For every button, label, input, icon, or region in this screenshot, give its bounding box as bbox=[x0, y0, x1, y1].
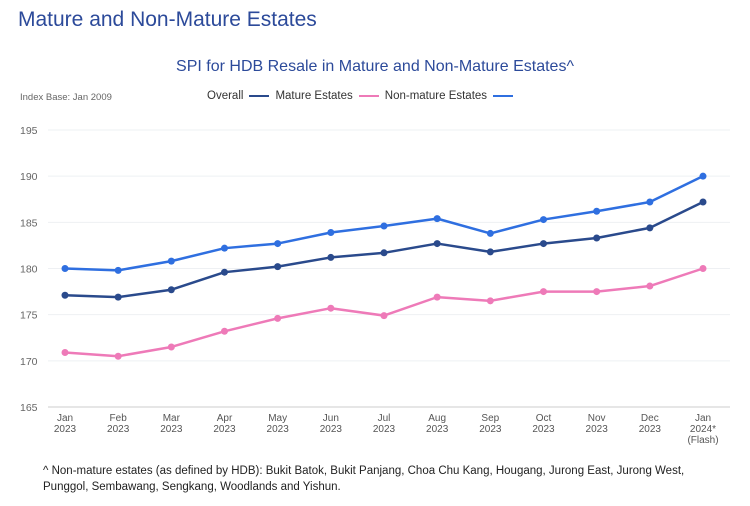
data-point bbox=[167, 286, 175, 294]
x-tick-label: Dec bbox=[641, 413, 659, 424]
x-tick-label: 2023 bbox=[107, 424, 130, 435]
legend-swatch bbox=[358, 94, 379, 98]
x-tick-label: Jan bbox=[57, 413, 73, 424]
data-point bbox=[167, 257, 175, 265]
x-tick-label: 2023 bbox=[213, 424, 236, 435]
y-tick-label: 180 bbox=[20, 264, 38, 276]
data-point bbox=[646, 282, 654, 290]
x-tick-label: Jul bbox=[378, 413, 391, 424]
legend: Overall Mature Estates Non-mature Estate… bbox=[207, 90, 519, 102]
data-point bbox=[486, 229, 494, 237]
data-point bbox=[699, 265, 707, 272]
data-point bbox=[646, 198, 654, 206]
legend-label: Mature Estates bbox=[275, 90, 353, 102]
y-tick-label: 175 bbox=[20, 310, 38, 322]
chart-subtitle: Index Base: Jan 2009 bbox=[20, 92, 112, 103]
data-point bbox=[327, 304, 335, 312]
data-point bbox=[433, 215, 441, 223]
data-point bbox=[327, 253, 335, 261]
data-point bbox=[221, 244, 228, 252]
legend-item-non-mature[interactable]: Non-mature Estates bbox=[384, 90, 514, 102]
page-heading: Mature and Non-Mature Estates bbox=[18, 8, 317, 31]
x-tick-label: Oct bbox=[536, 413, 552, 424]
data-point bbox=[114, 293, 122, 301]
data-point bbox=[114, 352, 122, 360]
x-tick-label: Feb bbox=[110, 413, 128, 424]
data-point bbox=[380, 249, 388, 257]
chart-title: SPI for HDB Resale in Mature and Non-Mat… bbox=[176, 58, 574, 75]
data-point bbox=[593, 234, 601, 242]
data-point bbox=[274, 240, 282, 248]
data-point bbox=[167, 343, 175, 351]
x-tick-label: Jun bbox=[323, 413, 339, 424]
data-point bbox=[486, 248, 494, 256]
x-tick-label: 2023 bbox=[479, 424, 502, 435]
x-tick-label: Aug bbox=[428, 413, 446, 424]
data-point bbox=[540, 240, 547, 248]
data-point bbox=[380, 222, 388, 230]
data-point bbox=[699, 172, 707, 180]
data-point bbox=[699, 198, 707, 206]
data-point bbox=[646, 224, 654, 232]
data-point bbox=[380, 312, 388, 320]
x-tick-label: Apr bbox=[217, 413, 233, 424]
data-point bbox=[327, 228, 335, 236]
data-point bbox=[61, 291, 69, 299]
legend-swatch bbox=[493, 94, 514, 98]
y-tick-label: 170 bbox=[20, 356, 38, 368]
data-point bbox=[221, 268, 228, 276]
y-tick-label: 185 bbox=[20, 217, 38, 229]
data-point bbox=[274, 263, 282, 271]
y-tick-label: 195 bbox=[20, 125, 38, 137]
x-tick-label: 2023 bbox=[54, 424, 77, 435]
legend-swatch bbox=[249, 94, 270, 98]
legend-label: Non-mature Estates bbox=[384, 90, 488, 102]
legend-label: Overall bbox=[207, 90, 244, 102]
x-tick-label: 2023 bbox=[426, 424, 449, 435]
x-tick-label: 2023 bbox=[586, 424, 609, 435]
footnote: ^ Non-mature estates (as defined by HDB)… bbox=[43, 465, 685, 493]
x-tick-label: 2023 bbox=[320, 424, 343, 435]
data-point bbox=[540, 216, 547, 224]
x-tick-label: 2023 bbox=[160, 424, 183, 435]
x-tick-label: Mar bbox=[163, 413, 181, 424]
x-tick-label: 2024* bbox=[690, 424, 716, 435]
legend-item-mature[interactable]: Mature Estates bbox=[275, 90, 379, 102]
x-tick-label: Nov bbox=[588, 413, 606, 424]
y-tick-label: 165 bbox=[20, 402, 38, 414]
data-point bbox=[433, 240, 441, 248]
y-tick-label: 190 bbox=[20, 171, 38, 183]
x-tick-label: 2023 bbox=[267, 424, 290, 435]
data-point bbox=[61, 265, 69, 272]
data-point bbox=[593, 288, 601, 296]
x-tick-label: 2023 bbox=[639, 424, 662, 435]
data-point bbox=[486, 297, 494, 305]
x-tick-label: 2023 bbox=[373, 424, 396, 435]
data-point bbox=[433, 293, 441, 301]
legend-item-overall[interactable]: Overall bbox=[207, 90, 270, 102]
data-point bbox=[61, 349, 69, 357]
x-tick-label: Jan bbox=[695, 413, 711, 424]
data-point bbox=[540, 288, 547, 296]
x-tick-label: 2023 bbox=[532, 424, 555, 435]
data-point bbox=[114, 266, 122, 274]
data-point bbox=[593, 207, 601, 215]
x-tick-label: (Flash) bbox=[687, 435, 718, 446]
x-tick-label: May bbox=[268, 413, 287, 424]
data-point bbox=[274, 314, 282, 322]
x-tick-label: Sep bbox=[481, 413, 499, 424]
data-point bbox=[221, 327, 228, 335]
